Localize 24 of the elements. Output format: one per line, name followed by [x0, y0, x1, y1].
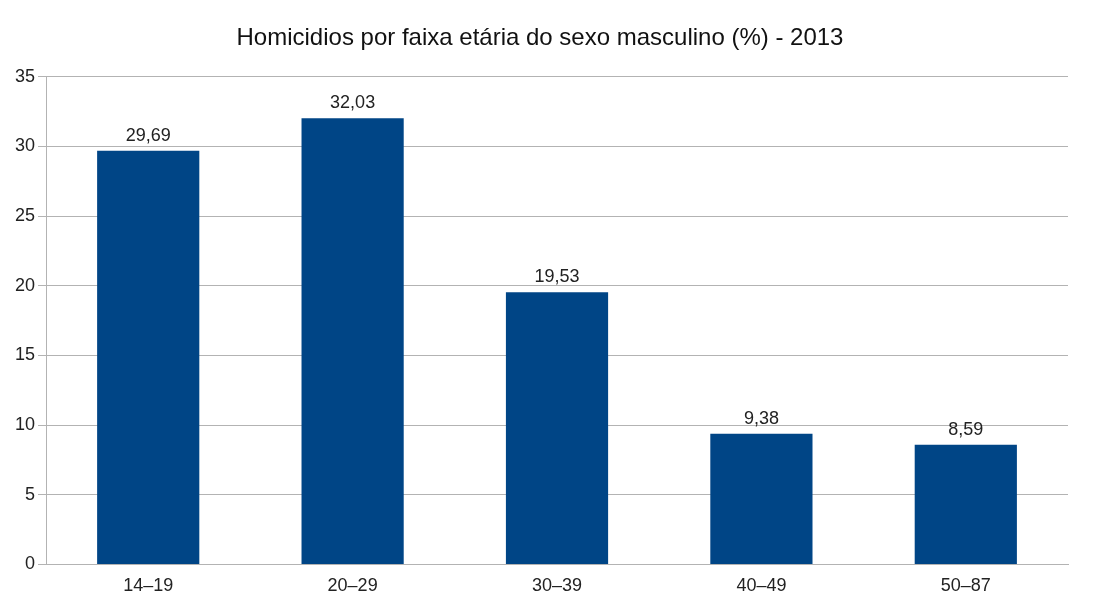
y-tick-label: 25: [14, 205, 36, 226]
bar: [301, 118, 404, 564]
data-label: 9,38: [743, 407, 779, 428]
bar: [505, 292, 609, 564]
data-label: 8,59: [948, 418, 984, 439]
x-tick-label: 14–19: [123, 575, 174, 596]
y-tick-label: 30: [14, 135, 36, 156]
x-tick-label: 40–49: [736, 575, 787, 596]
y-tick-label: 5: [25, 483, 36, 504]
y-tick-label: 20: [14, 274, 36, 295]
data-label: 32,03: [330, 92, 376, 113]
chart-title: Homicidios por faixa etária do sexo masculino (%) - 2013: [236, 23, 844, 51]
x-tick-label: 20–29: [327, 575, 378, 596]
data-label: 19,53: [534, 266, 580, 287]
bar: [914, 444, 1017, 564]
y-tick-label: 15: [14, 344, 36, 365]
y-tick-label: 35: [14, 65, 36, 86]
data-label: 29,69: [125, 124, 171, 145]
y-tick-label: 0: [25, 553, 36, 574]
x-tick-label: 50–87: [940, 575, 991, 596]
bar: [710, 433, 813, 564]
y-tick-label: 10: [14, 414, 36, 435]
bar: [97, 150, 200, 564]
x-tick-label: 30–39: [531, 575, 583, 596]
